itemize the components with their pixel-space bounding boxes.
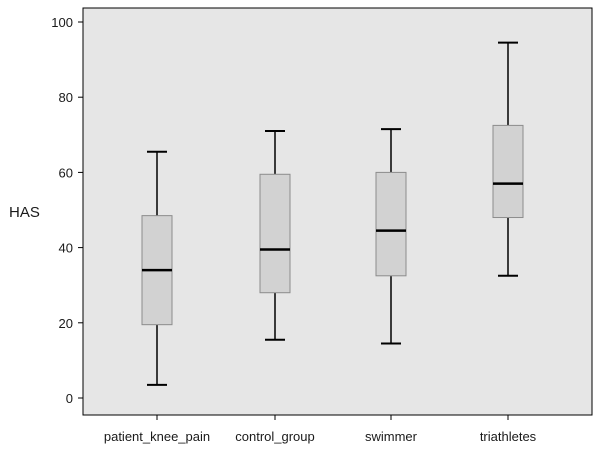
x-tick-label: triathletes bbox=[480, 429, 537, 444]
y-tick-label: 40 bbox=[59, 241, 73, 256]
box-triathletes bbox=[492, 41, 524, 277]
box-iqr bbox=[259, 173, 291, 294]
x-tick-label: patient_knee_pain bbox=[104, 429, 210, 444]
box-iqr bbox=[375, 171, 407, 277]
box-iqr bbox=[492, 124, 524, 219]
y-tick-label: 60 bbox=[59, 165, 73, 180]
box-patient_knee_pain bbox=[141, 150, 173, 386]
box-control_group bbox=[259, 130, 291, 341]
y-tick-label: 100 bbox=[51, 15, 73, 30]
box-swimmer bbox=[375, 128, 407, 345]
x-axis: patient_knee_pain control_group swimmer tri… bbox=[104, 415, 537, 444]
y-axis: 0 20 40 60 80 100 bbox=[51, 15, 83, 406]
y-axis-label: HAS bbox=[9, 204, 40, 221]
y-tick-label: 80 bbox=[59, 90, 73, 105]
x-tick-label: swimmer bbox=[365, 429, 418, 444]
y-tick-label: 20 bbox=[59, 316, 73, 331]
x-tick-label: control_group bbox=[235, 429, 315, 444]
box-series bbox=[141, 41, 524, 386]
y-tick-label: 0 bbox=[66, 391, 73, 406]
